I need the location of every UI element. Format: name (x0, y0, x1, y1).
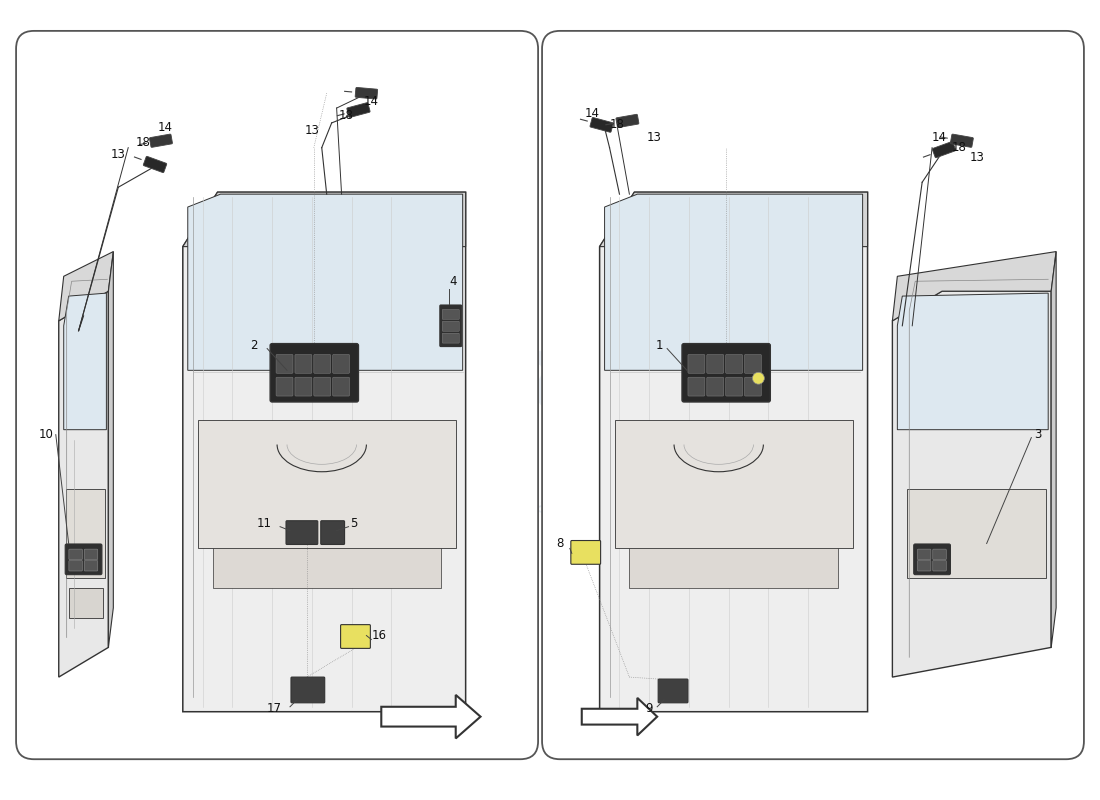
FancyBboxPatch shape (688, 378, 705, 396)
FancyBboxPatch shape (442, 310, 459, 319)
FancyBboxPatch shape (745, 378, 761, 396)
Text: 18: 18 (952, 141, 966, 154)
Text: 11: 11 (256, 517, 272, 530)
Text: 16: 16 (372, 629, 387, 642)
FancyBboxPatch shape (321, 521, 344, 545)
FancyBboxPatch shape (442, 334, 459, 343)
Text: 2: 2 (251, 339, 258, 352)
Text: 13: 13 (111, 148, 125, 161)
FancyBboxPatch shape (150, 134, 173, 147)
Polygon shape (68, 588, 103, 618)
Polygon shape (605, 194, 862, 370)
FancyBboxPatch shape (332, 354, 350, 374)
FancyBboxPatch shape (571, 541, 601, 564)
Polygon shape (183, 192, 465, 712)
Polygon shape (908, 489, 1046, 578)
FancyBboxPatch shape (295, 354, 311, 374)
FancyBboxPatch shape (85, 561, 98, 571)
Polygon shape (382, 695, 481, 738)
FancyBboxPatch shape (276, 354, 293, 374)
Text: 13: 13 (647, 131, 661, 144)
Text: a passion for parts since 1985: a passion for parts since 1985 (534, 495, 864, 602)
Text: 1: 1 (656, 339, 663, 352)
Text: 14: 14 (932, 131, 946, 144)
Polygon shape (892, 251, 1056, 321)
FancyBboxPatch shape (590, 118, 613, 132)
Polygon shape (898, 293, 1048, 430)
Polygon shape (582, 698, 657, 735)
Text: 3: 3 (1035, 428, 1042, 441)
Polygon shape (66, 489, 106, 578)
Text: 14: 14 (584, 106, 600, 119)
FancyBboxPatch shape (726, 354, 742, 374)
FancyBboxPatch shape (707, 354, 724, 374)
Polygon shape (183, 192, 465, 246)
Polygon shape (600, 192, 868, 712)
Polygon shape (615, 420, 852, 549)
Polygon shape (188, 194, 463, 370)
FancyBboxPatch shape (295, 378, 311, 396)
Polygon shape (58, 251, 113, 321)
FancyBboxPatch shape (314, 354, 331, 374)
FancyBboxPatch shape (286, 521, 318, 545)
FancyBboxPatch shape (271, 343, 359, 402)
Text: 18: 18 (339, 109, 354, 122)
Text: 14: 14 (157, 122, 173, 134)
Text: 9: 9 (646, 702, 653, 715)
FancyBboxPatch shape (292, 677, 324, 703)
FancyBboxPatch shape (440, 305, 462, 346)
FancyBboxPatch shape (933, 561, 946, 571)
FancyBboxPatch shape (16, 31, 538, 759)
Text: 17: 17 (266, 702, 282, 715)
FancyBboxPatch shape (616, 114, 639, 127)
FancyBboxPatch shape (707, 378, 724, 396)
FancyBboxPatch shape (85, 549, 98, 560)
FancyBboxPatch shape (950, 134, 974, 147)
Text: 18: 18 (135, 136, 151, 150)
FancyBboxPatch shape (658, 679, 688, 703)
Text: 8: 8 (557, 537, 563, 550)
Text: 1985: 1985 (791, 615, 905, 680)
FancyBboxPatch shape (314, 378, 331, 396)
FancyBboxPatch shape (355, 87, 377, 99)
Text: 5: 5 (350, 517, 358, 530)
FancyBboxPatch shape (933, 142, 956, 158)
FancyBboxPatch shape (542, 31, 1084, 759)
FancyBboxPatch shape (914, 544, 950, 574)
Circle shape (752, 372, 764, 384)
FancyBboxPatch shape (917, 549, 931, 560)
Polygon shape (1052, 251, 1056, 647)
Text: 13: 13 (969, 151, 984, 164)
FancyBboxPatch shape (933, 549, 946, 560)
Text: eurospares: eurospares (353, 274, 946, 565)
FancyBboxPatch shape (341, 625, 371, 648)
Polygon shape (64, 293, 107, 430)
FancyBboxPatch shape (276, 378, 293, 396)
Polygon shape (212, 549, 441, 588)
FancyBboxPatch shape (726, 378, 742, 396)
FancyBboxPatch shape (65, 544, 102, 574)
Polygon shape (198, 420, 455, 549)
FancyBboxPatch shape (688, 354, 705, 374)
Text: 4: 4 (449, 274, 456, 288)
FancyBboxPatch shape (346, 102, 370, 118)
Polygon shape (892, 291, 1052, 677)
FancyBboxPatch shape (332, 378, 350, 396)
FancyBboxPatch shape (682, 343, 770, 402)
FancyBboxPatch shape (917, 561, 931, 571)
Polygon shape (600, 192, 868, 246)
FancyBboxPatch shape (69, 549, 82, 560)
FancyBboxPatch shape (745, 354, 761, 374)
FancyBboxPatch shape (69, 561, 82, 571)
Polygon shape (109, 251, 113, 647)
Text: 18: 18 (610, 118, 625, 131)
Text: 14: 14 (364, 94, 378, 108)
FancyBboxPatch shape (143, 156, 167, 173)
Polygon shape (58, 291, 109, 677)
Text: 10: 10 (39, 428, 53, 441)
Text: 13: 13 (305, 124, 319, 138)
FancyBboxPatch shape (442, 322, 459, 331)
Polygon shape (629, 549, 838, 588)
